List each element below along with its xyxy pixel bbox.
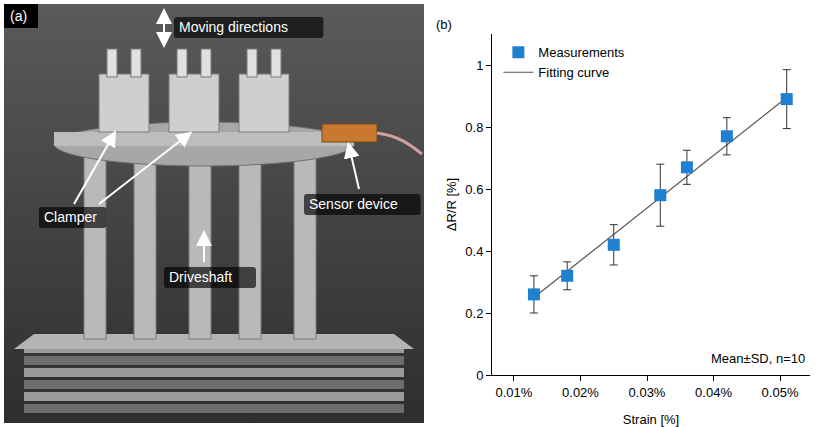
svg-text:0.6: 0.6 [465,182,483,197]
svg-text:ΔR/R [%]: ΔR/R [%] [444,178,459,231]
svg-text:Clamper: Clamper [44,209,97,225]
svg-text:Sensor device: Sensor device [309,196,398,212]
svg-text:0.04%: 0.04% [695,385,732,400]
svg-text:Fitting curve: Fitting curve [538,65,609,80]
svg-text:0.4: 0.4 [465,244,483,259]
svg-text:(a): (a) [10,8,27,24]
svg-text:Measurements: Measurements [538,45,624,60]
svg-text:1: 1 [476,58,483,73]
svg-text:0.8: 0.8 [465,120,483,135]
svg-text:0.01%: 0.01% [496,385,533,400]
svg-text:0.03%: 0.03% [629,385,666,400]
svg-text:Moving directions: Moving directions [179,19,288,35]
svg-text:0: 0 [476,368,483,383]
svg-text:Strain [%]: Strain [%] [623,412,679,427]
svg-text:Mean±SD, n=10: Mean±SD, n=10 [711,351,805,366]
svg-text:Driveshaft: Driveshaft [169,269,232,285]
svg-text:0.02%: 0.02% [562,385,599,400]
svg-text:(b): (b) [436,17,452,32]
svg-text:0.05%: 0.05% [762,385,799,400]
svg-text:0.2: 0.2 [465,306,483,321]
